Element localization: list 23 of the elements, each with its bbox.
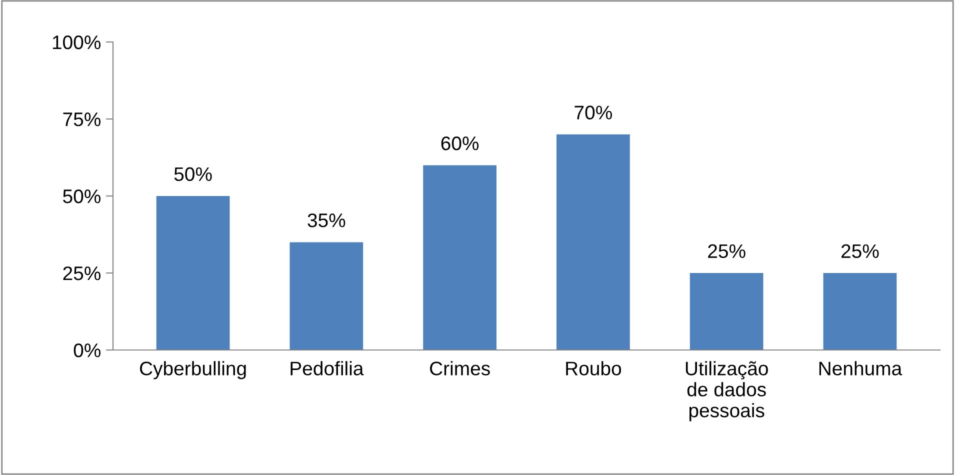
data-label: 50% bbox=[174, 167, 212, 182]
bar bbox=[823, 273, 897, 350]
y-tick-label: 100% bbox=[52, 35, 101, 50]
y-tick-label: 75% bbox=[63, 112, 101, 126]
data-label: 35% bbox=[308, 213, 346, 228]
bar bbox=[290, 242, 364, 350]
x-tick-label: Crimes bbox=[430, 361, 490, 376]
x-tick-label: Nenhuma bbox=[819, 361, 902, 376]
data-label: 25% bbox=[708, 244, 746, 258]
data-label: 25% bbox=[841, 244, 879, 258]
x-tick-label: Utilização de dados pessoais bbox=[686, 361, 768, 422]
x-tick-label: Roubo bbox=[566, 361, 622, 376]
y-tick-label: 0% bbox=[74, 343, 101, 358]
y-tick-label: 50% bbox=[63, 189, 101, 204]
bar bbox=[423, 165, 496, 350]
bar bbox=[156, 196, 230, 350]
data-label: 60% bbox=[441, 136, 479, 150]
bar bbox=[690, 273, 764, 350]
data-label: 70% bbox=[574, 106, 612, 120]
y-tick-label: 25% bbox=[63, 266, 101, 280]
x-tick-label: Pedofilia bbox=[290, 361, 364, 376]
x-tick-label: Cyberbulling bbox=[140, 361, 246, 380]
bar bbox=[556, 134, 630, 350]
